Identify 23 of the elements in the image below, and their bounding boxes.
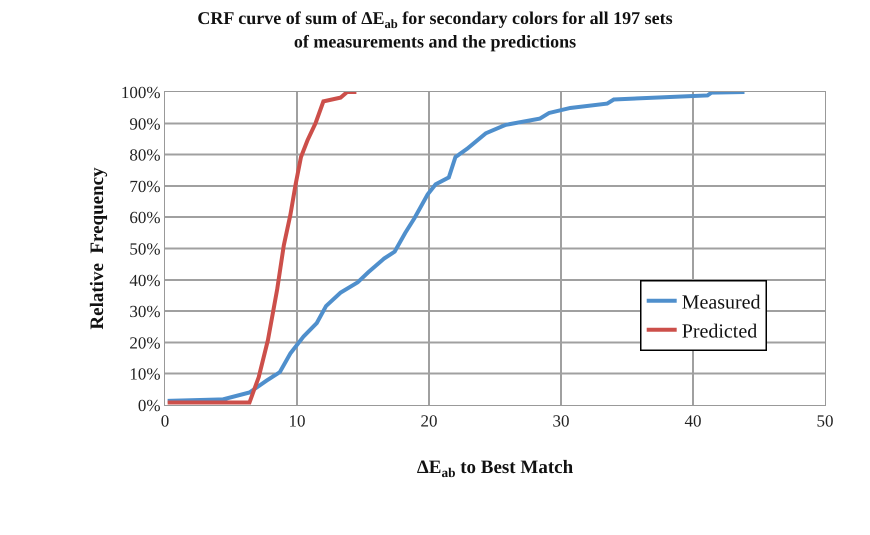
- x-tick-label: 40: [684, 411, 702, 430]
- x-axis-title: ΔE$_{ab}$ to Best Match: [416, 457, 574, 480]
- y-tick-label: 20%: [129, 333, 161, 352]
- x-tick-label: 10: [288, 411, 306, 430]
- y-tick-label: 90%: [129, 114, 161, 134]
- y-tick-label: 60%: [129, 208, 161, 228]
- x-tick-label: 50: [816, 411, 834, 430]
- y-tick-label: 40%: [129, 270, 161, 290]
- x-tick-label: 20: [420, 411, 438, 430]
- y-tick-label: 70%: [129, 176, 161, 196]
- y-axis-title: Relative Frequency: [86, 166, 108, 330]
- y-tick-label: 50%: [129, 239, 161, 258]
- y-tick-label: 30%: [129, 302, 161, 322]
- chart-title: CRF curve of sum of ΔE$_{ab}$ for secondary colors for all 197 sets of measurements and the predictions: [197, 8, 673, 52]
- legend-label: Measured: [682, 292, 761, 314]
- x-tick-label: 0: [160, 411, 170, 430]
- y-tick-label: 100%: [120, 82, 161, 102]
- y-tick-label: 10%: [129, 364, 161, 384]
- legend-label: Predicted: [682, 320, 758, 343]
- y-tick-label: 0%: [138, 396, 161, 415]
- x-tick-label: 30: [552, 411, 570, 430]
- line-series: [166, 92, 358, 404]
- y-tick-label: 80%: [129, 146, 161, 165]
